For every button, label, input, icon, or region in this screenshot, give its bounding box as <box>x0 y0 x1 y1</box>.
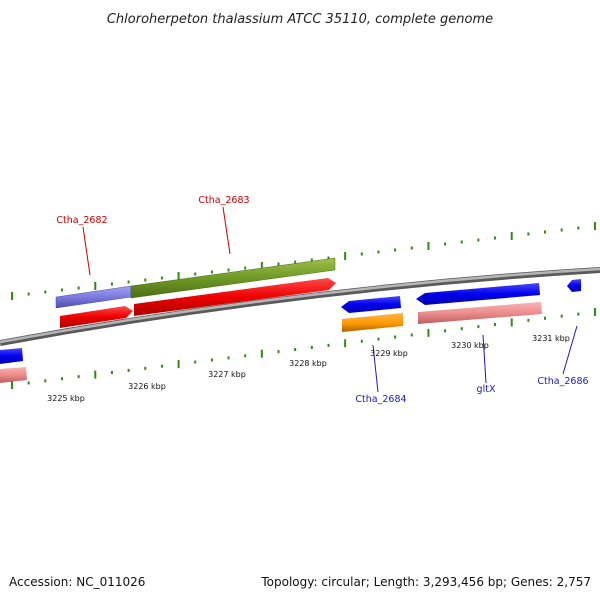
gene-label-Ctha_2686: Ctha_2686 <box>537 376 588 387</box>
inner-tick-track <box>11 308 596 389</box>
gene-Ctha_2683-arrow <box>134 278 336 316</box>
kbp-label-3225: 3225 kbp <box>47 394 85 403</box>
genome-backbone-highlight <box>0 267 600 344</box>
gene-left-edge-band <box>0 367 27 383</box>
gene-Ctha_2684-arrow <box>341 296 401 313</box>
kbp-label-3228: 3228 kbp <box>289 359 327 368</box>
accession-text: Accession: NC_011026 <box>9 575 145 589</box>
gene-Ctha_2686-arrow <box>567 279 581 292</box>
gene-Ctha_2683-band <box>130 257 336 299</box>
genome-summary-text: Topology: circular; Length: 3,293,456 bp… <box>260 575 591 589</box>
gene-label-Ctha_2683: Ctha_2683 <box>198 195 249 206</box>
gene-label-gltX: gltX <box>477 384 496 395</box>
leader-Ctha_2684 <box>372 344 379 393</box>
gene-label-Ctha_2684: Ctha_2684 <box>355 394 406 405</box>
kbp-label-3226: 3226 kbp <box>128 382 166 391</box>
leader-Ctha_2683 <box>222 206 231 255</box>
outer-tick-track <box>11 222 596 300</box>
gene-left-edge-arrow <box>0 348 23 364</box>
gene-Ctha_2682-band <box>55 285 132 309</box>
leader-Ctha_2686 <box>562 325 578 375</box>
map-title: Chloroherpeton thalassium ATCC 35110, co… <box>107 12 493 27</box>
kbp-label-3227: 3227 kbp <box>208 370 246 379</box>
leader-gltX <box>482 334 487 384</box>
leader-Ctha_2682 <box>82 226 91 276</box>
kbp-label-3231: 3231 kbp <box>532 334 570 343</box>
gene-gltX-arrow <box>416 283 540 305</box>
kbp-label-3229: 3229 kbp <box>370 349 408 358</box>
gene-label-Ctha_2682: Ctha_2682 <box>56 215 107 226</box>
kbp-label-3230: 3230 kbp <box>451 341 489 350</box>
gene-Ctha_2684-band <box>342 313 403 332</box>
gene-Ctha_2682-arrow <box>60 306 133 328</box>
gene-gltX-band <box>418 302 542 324</box>
